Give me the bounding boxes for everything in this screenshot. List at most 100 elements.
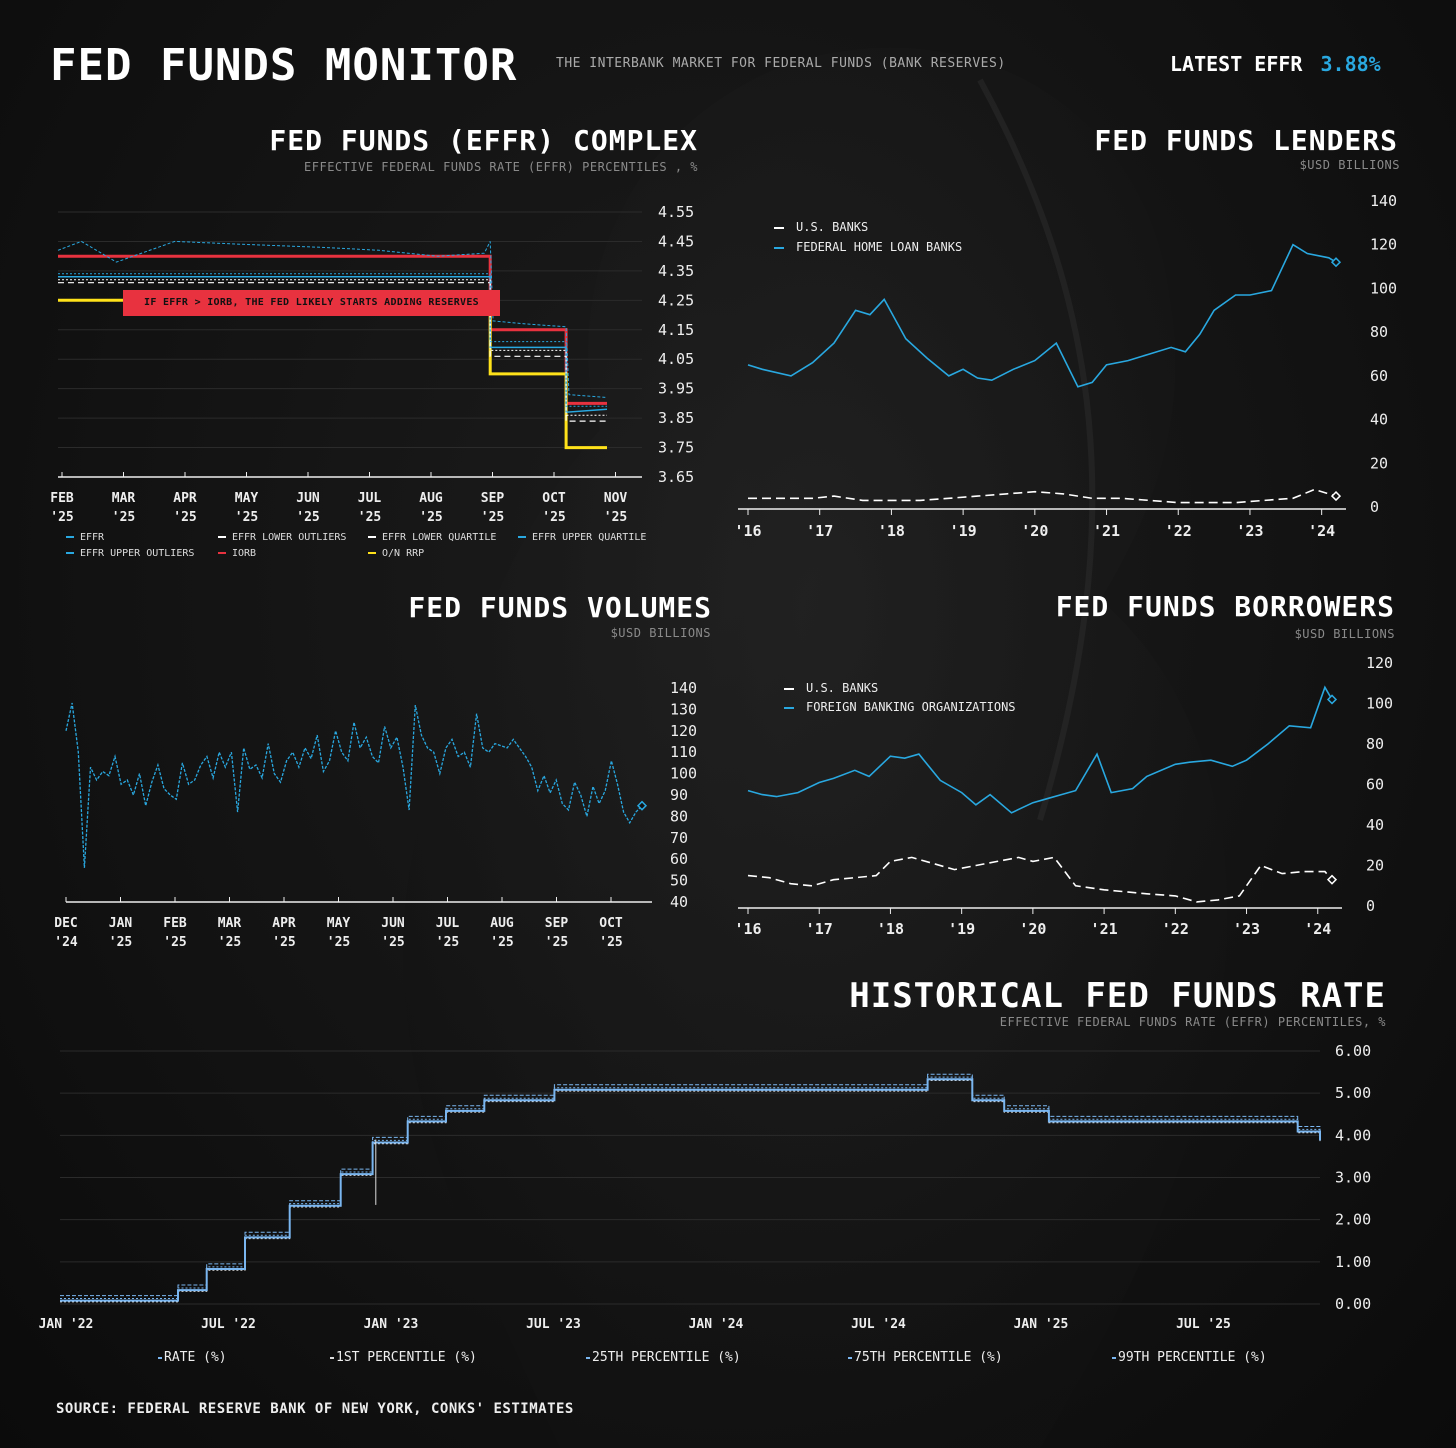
y-tick-label: 4.55 <box>658 203 694 221</box>
x-tick-label: AUG <box>419 491 443 506</box>
y-tick-label: 3.65 <box>658 468 694 486</box>
legend-lenders-us-banks: U.S. BANKS <box>774 220 868 234</box>
x-tick-label: DEC <box>54 916 77 931</box>
y-tick-label: 4.15 <box>658 321 694 339</box>
legend-swatch <box>784 706 794 709</box>
x-tick-label: '22 <box>1162 920 1189 938</box>
x-tick-label: AUG <box>490 916 514 931</box>
series-rate <box>60 1078 1321 1302</box>
series-99th-percentile <box>60 1073 1321 1297</box>
series-end-marker <box>636 800 648 811</box>
x-tick-label: '17 <box>806 522 833 540</box>
series-end-marker <box>1326 694 1338 705</box>
y-tick-label: 120 <box>1370 236 1397 254</box>
legend-effr-upper-outliers: EFFR UPPER OUTLIERS <box>66 548 194 559</box>
page-subtitle: THE INTERBANK MARKET FOR FEDERAL FUNDS (… <box>556 56 1006 71</box>
x-tick-label: JAN <box>109 916 133 931</box>
historical-subtitle: EFFECTIVE FEDERAL FUNDS RATE (EFFR) PERC… <box>999 1015 1386 1029</box>
y-tick-label: 3.75 <box>658 439 694 457</box>
y-tick-label: 60 <box>670 850 688 868</box>
y-tick-label: 100 <box>1370 279 1397 297</box>
y-tick-label: 1.00 <box>1335 1253 1371 1271</box>
legend-swatch <box>66 536 74 538</box>
x-tick-label: JAN '22 <box>39 1317 94 1332</box>
legend-swatch <box>774 246 784 249</box>
x-tick-label: MAY <box>327 916 351 931</box>
x-tick-label: '18 <box>877 920 904 938</box>
legend-swatch <box>586 1356 590 1359</box>
series-end-marker <box>1330 491 1342 502</box>
y-tick-label: 20 <box>1370 454 1388 472</box>
page-title: FED FUNDS MONITOR <box>50 40 518 91</box>
x-tick-label: '20 <box>1021 522 1048 540</box>
x-tick-label: '25 <box>272 935 295 950</box>
legend-swatch <box>218 536 226 538</box>
x-tick-label: '25 <box>381 935 404 950</box>
x-tick-label: JUN <box>296 491 320 506</box>
legend-swatch <box>368 536 376 538</box>
iorb-annotation: IF EFFR > IORB, THE FED LIKELY STARTS AD… <box>123 290 500 316</box>
x-tick-label: '25 <box>112 510 135 525</box>
series-effr-lower-quartile <box>58 279 607 416</box>
y-tick-label: 4.35 <box>658 262 694 280</box>
legend-swatch <box>774 226 784 229</box>
y-tick-label: 3.85 <box>658 409 694 427</box>
lenders-subtitle: $USD BILLIONS <box>1299 158 1400 172</box>
x-tick-label: SEP <box>545 916 569 931</box>
x-tick-label: '25 <box>545 935 568 950</box>
x-tick-label: FEB <box>163 916 187 931</box>
y-tick-label: 0 <box>1370 498 1379 516</box>
y-tick-label: 5.00 <box>1335 1084 1371 1102</box>
series-u-s-banks <box>747 856 1333 903</box>
x-tick-label: '25 <box>481 510 504 525</box>
latest-effr-label: LATEST EFFR <box>1170 52 1303 76</box>
y-tick-label: 40 <box>1370 411 1388 429</box>
series-o-n-rrp <box>58 298 607 450</box>
legend-lenders-fhlb: FEDERAL HOME LOAN BANKS <box>774 240 962 254</box>
volumes-title: FED FUNDS VOLUMES <box>408 591 712 624</box>
source-note: SOURCE: FEDERAL RESERVE BANK OF NEW YORK… <box>56 1401 574 1417</box>
y-tick-label: 80 <box>670 807 688 825</box>
y-tick-label: 70 <box>670 829 688 847</box>
x-tick-label: '21 <box>1093 522 1120 540</box>
legend-rate: RATE (%) <box>158 1350 227 1365</box>
y-tick-label: 120 <box>1366 654 1393 672</box>
y-tick-label: 140 <box>1370 192 1397 210</box>
series-75th-percentile <box>60 1076 1321 1299</box>
legend-effr: EFFR <box>66 532 104 543</box>
x-tick-label: OCT <box>542 491 566 506</box>
volumes-subtitle: $USD BILLIONS <box>610 626 711 640</box>
y-tick-label: 110 <box>670 743 697 761</box>
x-tick-label: '25 <box>490 935 513 950</box>
y-tick-label: 120 <box>670 722 697 740</box>
legend-on-rrp: O/N RRP <box>368 548 424 559</box>
series-effr <box>58 276 608 414</box>
lenders-chart: 140 120 100 80 60 40 20 0 '16 '17 '18 '19 '20 '21 '22 '… <box>734 192 1397 540</box>
x-tick-label: '25 <box>419 510 442 525</box>
x-tick-label: '25 <box>327 935 350 950</box>
x-tick-label: '25 <box>109 935 132 950</box>
x-tick-label: '16 <box>734 920 761 938</box>
x-tick-label: '25 <box>163 935 186 950</box>
y-tick-label: 130 <box>670 700 697 718</box>
series-iorb <box>58 254 607 405</box>
series-1st-percentile <box>60 1080 1321 1303</box>
legend-swatch <box>218 552 226 554</box>
x-tick-label: APR <box>272 916 296 931</box>
series-end-marker <box>1330 257 1342 268</box>
x-tick-label: JAN '24 <box>689 1317 744 1332</box>
x-tick-label: NOV <box>604 491 628 506</box>
legend-borrowers-fbo: FOREIGN BANKING ORGANIZATIONS <box>784 700 1016 714</box>
series-federal-home-loan-banks <box>747 243 1337 388</box>
y-tick-label: 90 <box>670 786 688 804</box>
complex-title: FED FUNDS (EFFR) COMPLEX <box>269 124 698 157</box>
x-tick-label: '25 <box>296 510 319 525</box>
y-tick-label: 40 <box>670 893 688 911</box>
x-tick-label: '19 <box>950 522 977 540</box>
x-tick-label: '25 <box>218 935 241 950</box>
x-tick-label: JUL '23 <box>526 1317 581 1332</box>
legend-effr-lower-outliers: EFFR LOWER OUTLIERS <box>218 532 346 543</box>
x-tick-label: MAY <box>235 491 259 506</box>
y-tick-label: 80 <box>1366 735 1384 753</box>
